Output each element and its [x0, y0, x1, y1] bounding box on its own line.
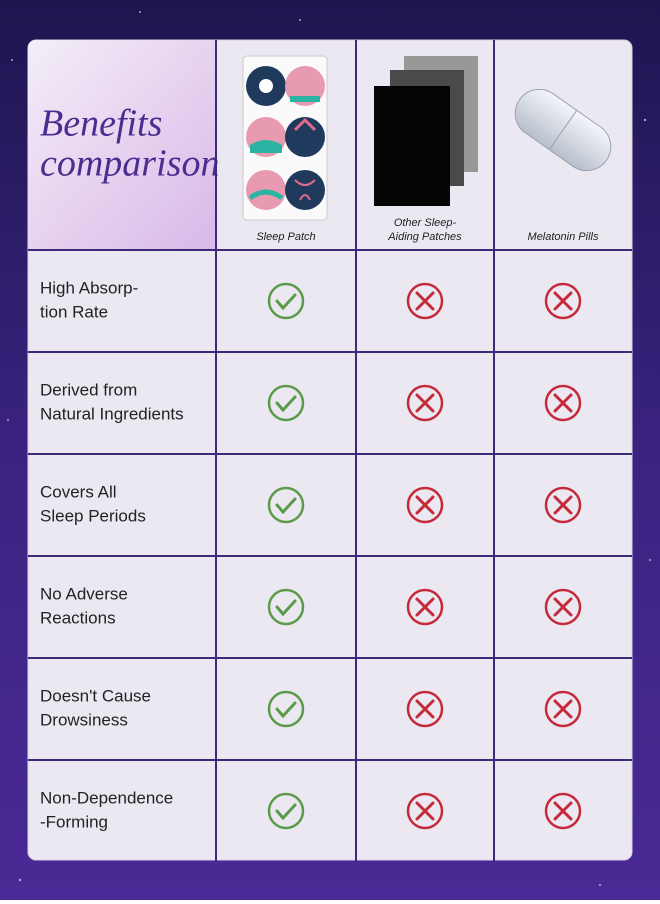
cross-icon — [544, 384, 582, 422]
cross-icon — [406, 282, 444, 320]
pill-image — [514, 88, 612, 172]
check-stroke — [275, 701, 297, 719]
row-label: Doesn't Cause — [40, 686, 151, 705]
cross-icon — [544, 690, 582, 728]
title-line: Benefits — [40, 103, 162, 145]
check-icon — [267, 588, 305, 626]
icon-ring — [267, 690, 305, 728]
other-patches-image — [374, 56, 478, 206]
cross-stroke — [415, 699, 435, 719]
icon-ring — [544, 792, 582, 830]
row-label: High Absorp- — [40, 278, 138, 297]
cross-icon — [544, 588, 582, 626]
row-label: tion Rate — [40, 302, 108, 321]
cross-icon — [406, 384, 444, 422]
check-stroke — [275, 293, 297, 311]
icon-ring — [406, 690, 444, 728]
cross-icon — [406, 486, 444, 524]
cross-stroke — [415, 495, 435, 515]
icon-ring — [267, 486, 305, 524]
column-label: Aiding Patches — [387, 231, 462, 243]
icon-ring — [406, 282, 444, 320]
row-label: No Adverse — [40, 584, 128, 603]
check-icon — [267, 486, 305, 524]
check-stroke — [275, 497, 297, 515]
row-label: Covers All — [40, 482, 117, 501]
cross-icon — [406, 690, 444, 728]
cross-icon — [544, 486, 582, 524]
cross-stroke — [415, 393, 435, 413]
check-stroke — [275, 395, 297, 413]
icon-ring — [544, 384, 582, 422]
cross-stroke — [415, 801, 435, 821]
icon-ring — [544, 690, 582, 728]
check-icon — [267, 282, 305, 320]
cross-stroke — [415, 597, 435, 617]
icon-ring — [544, 486, 582, 524]
check-icon — [267, 792, 305, 830]
icon-ring — [544, 588, 582, 626]
column-label: Other Sleep- — [394, 217, 457, 229]
check-stroke — [275, 803, 297, 821]
cross-stroke — [553, 801, 573, 821]
title-cell — [28, 40, 216, 250]
icon-ring — [406, 792, 444, 830]
icon-ring — [267, 792, 305, 830]
cross-stroke — [553, 495, 573, 515]
check-icon — [267, 384, 305, 422]
icon-ring — [267, 588, 305, 626]
cross-icon — [544, 792, 582, 830]
row-label: Sleep Periods — [40, 506, 146, 525]
icon-ring — [406, 384, 444, 422]
check-stroke — [275, 599, 297, 617]
stars — [7, 11, 651, 886]
check-icon — [267, 690, 305, 728]
row-label: Reactions — [40, 608, 116, 627]
row-label: Derived from — [40, 380, 137, 399]
icon-ring — [267, 282, 305, 320]
cross-icon — [544, 282, 582, 320]
cross-icon — [406, 792, 444, 830]
column-label: Sleep Patch — [256, 231, 315, 243]
cross-icon — [406, 588, 444, 626]
row-label: Non-Dependence — [40, 788, 173, 807]
cross-stroke — [553, 597, 573, 617]
cross-stroke — [553, 699, 573, 719]
cross-stroke — [553, 291, 573, 311]
cross-stroke — [553, 393, 573, 413]
column-label: Melatonin Pills — [528, 231, 599, 243]
row-label: -Forming — [40, 812, 108, 831]
row-label: Drowsiness — [40, 710, 128, 729]
sleep-patch-image — [242, 55, 328, 221]
title-line: comparison — [40, 143, 219, 185]
cross-stroke — [415, 291, 435, 311]
icon-ring — [406, 486, 444, 524]
icon-ring — [544, 282, 582, 320]
row-label: Natural Ingredients — [40, 404, 184, 423]
icon-ring — [406, 588, 444, 626]
icon-ring — [267, 384, 305, 422]
